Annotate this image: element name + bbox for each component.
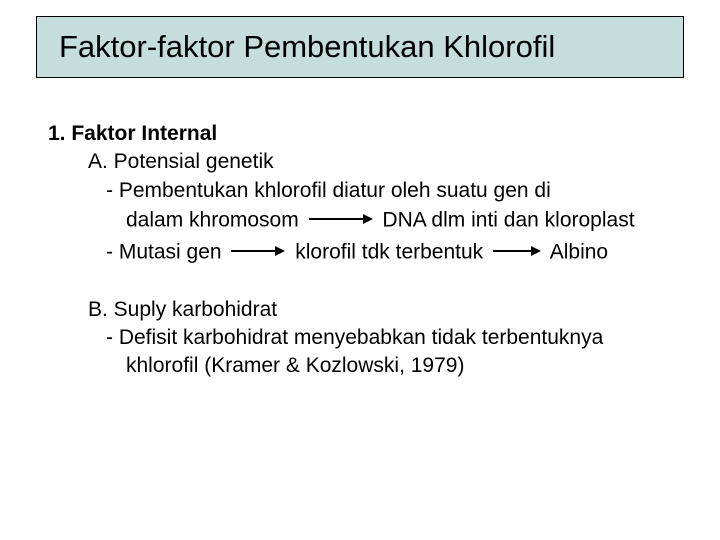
arrow-icon [231, 237, 285, 265]
slide-body: 1. Faktor Internal A. Potensial genetik … [48, 120, 688, 381]
bullet-a2-part3: Albino [550, 241, 608, 264]
subsection-a-label: A. Potensial genetik [48, 148, 688, 176]
bullet-a1-line1: - Pembentukan khlorofil diatur oleh suat… [48, 177, 688, 205]
bullet-a1-line2-part2: DNA dlm inti dan kloroplast [382, 209, 634, 232]
bullet-a1-line2-part1: dalam khromosom [126, 209, 299, 232]
bullet-b1-line1: - Defisit karbohidrat menyebabkan tidak … [48, 324, 688, 352]
bullet-b1-line2: khlorofil (Kramer & Kozlowski, 1979) [48, 352, 688, 380]
subsection-b-label: B. Suply karbohidrat [48, 296, 688, 324]
bullet-a2-part1: - Mutasi gen [106, 241, 222, 264]
bullet-a2-part2: klorofil tdk terbentuk [295, 241, 483, 264]
bullet-a2: - Mutasi gen klorofil tdk terbentuk Albi… [48, 237, 688, 269]
bullet-a1-line2: dalam khromosom DNA dlm inti dan kloropl… [48, 205, 688, 237]
arrow-icon [493, 237, 541, 265]
slide-title-box: Faktor-faktor Pembentukan Khlorofil [36, 16, 684, 78]
spacer [48, 270, 688, 296]
slide-title: Faktor-faktor Pembentukan Khlorofil [59, 29, 555, 65]
arrow-icon [309, 205, 373, 233]
section-heading: 1. Faktor Internal [48, 120, 688, 148]
